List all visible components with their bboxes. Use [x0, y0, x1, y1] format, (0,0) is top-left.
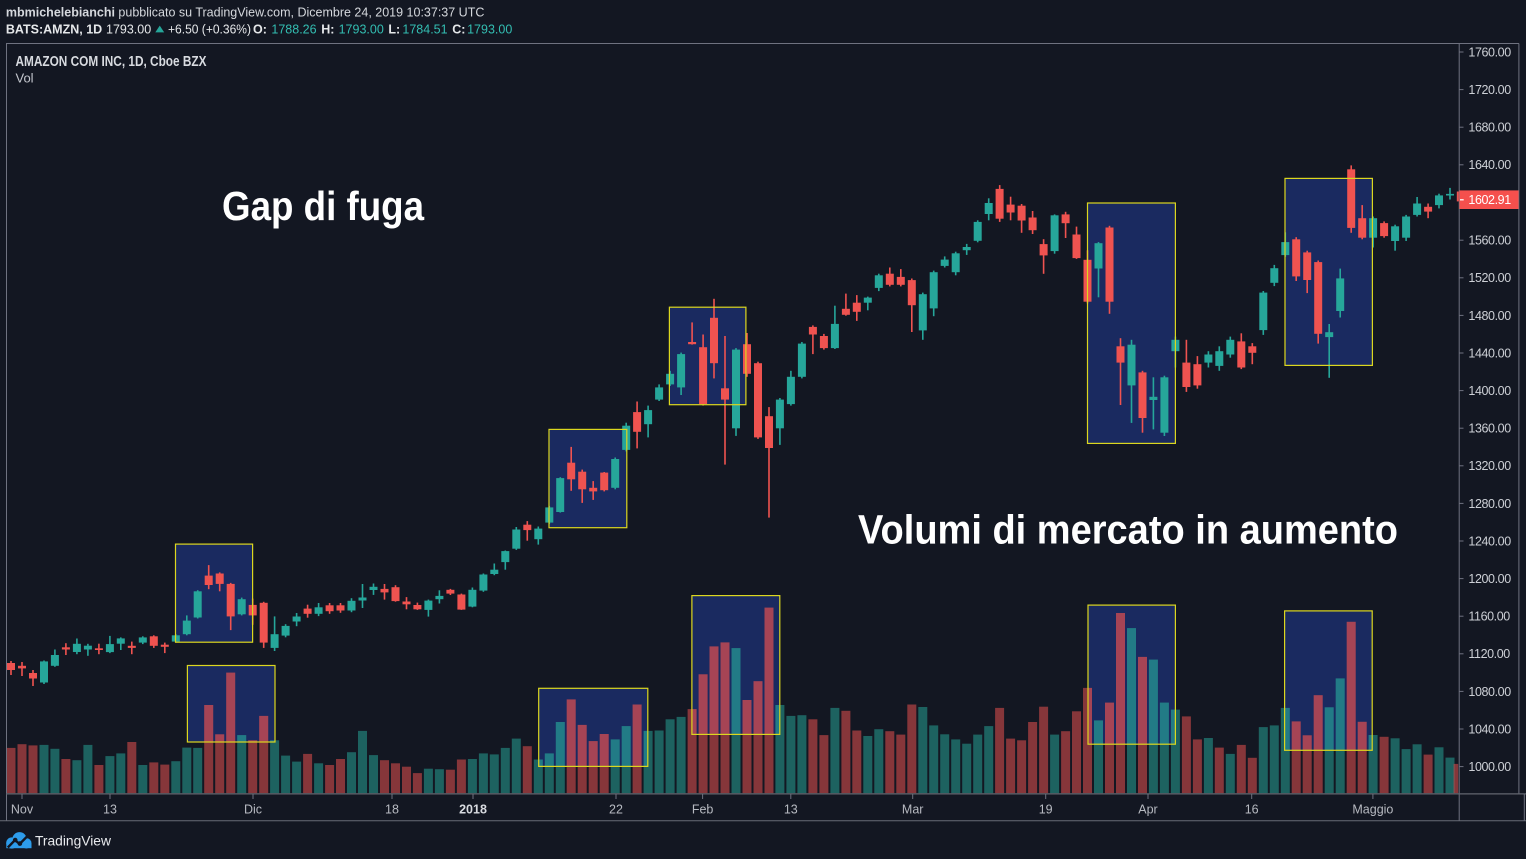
svg-text:16: 16: [1245, 803, 1259, 817]
svg-text:1200.00: 1200.00: [1468, 572, 1511, 586]
svg-text:19: 19: [1039, 803, 1053, 817]
svg-text:1040.00: 1040.00: [1468, 722, 1511, 736]
svg-text:1000.00: 1000.00: [1468, 760, 1511, 774]
svg-text:1080.00: 1080.00: [1468, 685, 1511, 699]
svg-text:1160.00: 1160.00: [1468, 610, 1510, 624]
svg-text:Volumi di mercato in aumento: Volumi di mercato in aumento: [858, 507, 1398, 553]
svg-text:1640.00: 1640.00: [1468, 158, 1511, 172]
svg-text:1760.00: 1760.00: [1468, 45, 1511, 59]
svg-text:1440.00: 1440.00: [1468, 346, 1511, 360]
svg-text:Vol: Vol: [16, 71, 34, 86]
svg-text:1602.91: 1602.91: [1468, 193, 1511, 207]
svg-text:1240.00: 1240.00: [1468, 534, 1511, 548]
svg-text:Nov: Nov: [11, 803, 34, 817]
svg-text:1480.00: 1480.00: [1468, 309, 1511, 323]
svg-text:Feb: Feb: [692, 803, 714, 817]
svg-text:13: 13: [784, 803, 798, 817]
svg-text:1280.00: 1280.00: [1468, 497, 1511, 511]
svg-text:1680.00: 1680.00: [1468, 121, 1511, 135]
svg-text:Gap di fuga: Gap di fuga: [222, 183, 424, 229]
svg-text:2018: 2018: [459, 803, 487, 817]
svg-text:13: 13: [103, 803, 117, 817]
svg-text:1120.00: 1120.00: [1468, 647, 1510, 661]
svg-text:Apr: Apr: [1138, 803, 1157, 817]
svg-text:mbmichelebianchi pubblicato su: mbmichelebianchi pubblicato su TradingVi…: [6, 6, 484, 20]
svg-text:1720.00: 1720.00: [1468, 83, 1511, 97]
svg-text:1400.00: 1400.00: [1468, 384, 1511, 398]
svg-text:1320.00: 1320.00: [1468, 459, 1511, 473]
svg-text:1520.00: 1520.00: [1468, 271, 1511, 285]
svg-text:Dic: Dic: [244, 803, 262, 817]
svg-text:Maggio: Maggio: [1352, 803, 1393, 817]
svg-text:18: 18: [385, 803, 399, 817]
svg-text:1360.00: 1360.00: [1468, 422, 1511, 436]
svg-text:Mar: Mar: [902, 803, 924, 817]
svg-text:TradingView: TradingView: [35, 834, 111, 849]
svg-text:AMAZON COM INC, 1D, Cboe BZX: AMAZON COM INC, 1D, Cboe BZX: [16, 54, 207, 70]
svg-text:1560.00: 1560.00: [1468, 234, 1511, 248]
svg-text:22: 22: [609, 803, 623, 817]
svg-text:+6.50 (+0.36%)O:1788.26H:1793.: +6.50 (+0.36%) O: 1788.26 H: 1793.00 L: 1784.5…: [168, 22, 512, 36]
